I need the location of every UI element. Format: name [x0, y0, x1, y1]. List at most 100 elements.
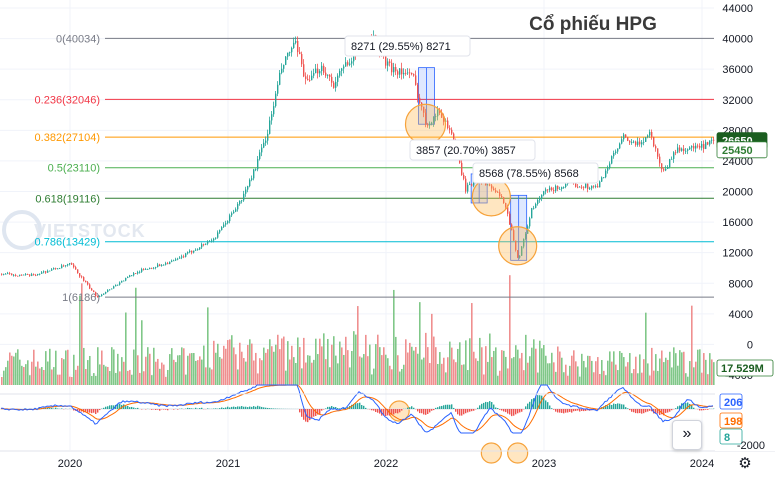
macd-histogram-bar — [559, 409, 561, 413]
candle-body — [187, 252, 189, 254]
volume-bar — [213, 340, 215, 385]
candle-body — [273, 106, 275, 115]
macd-histogram-bar — [309, 409, 311, 421]
candle-body — [191, 250, 193, 253]
macd-signal-line — [0, 384, 714, 432]
candle-body — [45, 271, 47, 273]
candle-body — [121, 280, 123, 283]
settings-gear-icon[interactable]: ⚙ — [738, 455, 752, 472]
candle-body — [339, 70, 341, 76]
volume-bar — [537, 372, 539, 385]
volume-bar — [47, 361, 49, 385]
macd-histogram-bar — [259, 406, 261, 409]
candle-body — [85, 280, 87, 283]
volume-bar — [283, 336, 285, 385]
macd-histogram-bar — [303, 409, 305, 420]
volume-bar — [669, 351, 671, 385]
candle-body — [555, 185, 557, 191]
candle-body — [583, 186, 585, 188]
macd-histogram-bar — [177, 409, 179, 410]
candle-body — [345, 62, 347, 67]
candle-body — [171, 260, 173, 262]
volume-bar — [595, 361, 597, 385]
volume-bar — [201, 359, 203, 385]
measure-label-box — [472, 162, 599, 184]
candle-body — [385, 56, 387, 66]
macd-histogram-bar — [693, 407, 695, 409]
volume-bar — [19, 359, 21, 385]
macd-histogram-bar — [517, 409, 519, 414]
volume-bar — [253, 360, 255, 385]
candle-body — [51, 269, 53, 271]
macd-histogram-bar — [623, 404, 625, 409]
candle-body — [281, 68, 283, 73]
volume-bar — [345, 336, 347, 385]
volume-bar — [675, 353, 677, 385]
candle-body — [443, 117, 445, 122]
measure-annotations: 8271 (29.55%) 8271 3857 (20.70%) 3857 8568… — [344, 35, 599, 184]
volume-bar — [15, 352, 17, 385]
macd-histogram-bar — [319, 409, 321, 414]
macd-histogram-bar — [353, 403, 355, 409]
volume-bar — [485, 346, 487, 385]
volume-bar — [517, 349, 519, 385]
volume-bar — [673, 347, 675, 385]
candle-body — [305, 76, 307, 79]
macd-histogram-bar — [537, 395, 539, 409]
candle-body — [317, 68, 319, 74]
candle-body — [577, 186, 579, 188]
volume-bar — [603, 370, 605, 385]
macd-histogram-bar — [107, 406, 109, 409]
volume-bar — [541, 348, 543, 385]
y-tick-label: 0 — [747, 339, 753, 351]
macd-histogram-bar — [121, 404, 123, 409]
x-tick-label: 2023 — [532, 458, 556, 470]
volume-bar — [83, 347, 85, 385]
candle-body — [149, 267, 151, 270]
volume-bar — [631, 373, 633, 385]
volume-bar — [41, 367, 43, 385]
volume-bar — [607, 360, 609, 385]
macd-histogram-bar — [425, 409, 427, 415]
candle-body — [471, 184, 473, 186]
volume-bar — [585, 367, 587, 385]
volume-bar — [465, 340, 467, 385]
volume-bar — [479, 337, 481, 385]
volume-bar — [377, 334, 379, 385]
volume-bar — [147, 347, 149, 385]
x-axis: 2020 2021 2022 2023 2024 — [58, 458, 714, 470]
volume-bar — [451, 347, 453, 385]
fib-level-label: 1(6186) — [62, 292, 100, 304]
macd-badge-label: 8 — [724, 432, 730, 444]
volume-bar — [433, 336, 435, 385]
volume-bar — [405, 339, 407, 385]
candle-body — [581, 186, 583, 188]
candle-body — [551, 187, 553, 190]
macd-histogram-bar — [315, 409, 317, 416]
candle-body — [243, 193, 245, 201]
macd-histogram-bar — [631, 409, 633, 412]
y-tick-label: 20000 — [722, 187, 753, 199]
candle-body — [217, 232, 219, 238]
y-tick-label: 44000 — [722, 3, 753, 15]
x-tick-label: 2021 — [216, 458, 240, 470]
volume-bar — [455, 362, 457, 385]
macd-histogram-bar — [111, 405, 113, 409]
volume-bar — [217, 343, 219, 385]
candle-body — [17, 275, 19, 277]
macd-histogram-bar — [189, 408, 191, 409]
volume-bar — [513, 357, 515, 385]
candle-body — [41, 272, 43, 274]
candle-body — [495, 190, 497, 193]
scroll-to-realtime-button[interactable]: » — [672, 420, 702, 450]
macd-histogram-bar — [615, 404, 617, 409]
volume-bar — [71, 376, 73, 385]
candle-body — [663, 169, 665, 171]
volume-bar — [175, 362, 177, 385]
volume-bar — [173, 359, 175, 385]
volume-bar — [657, 370, 659, 385]
candle-body — [607, 167, 609, 171]
volume-bar — [697, 349, 699, 385]
volume-bar — [51, 369, 53, 385]
